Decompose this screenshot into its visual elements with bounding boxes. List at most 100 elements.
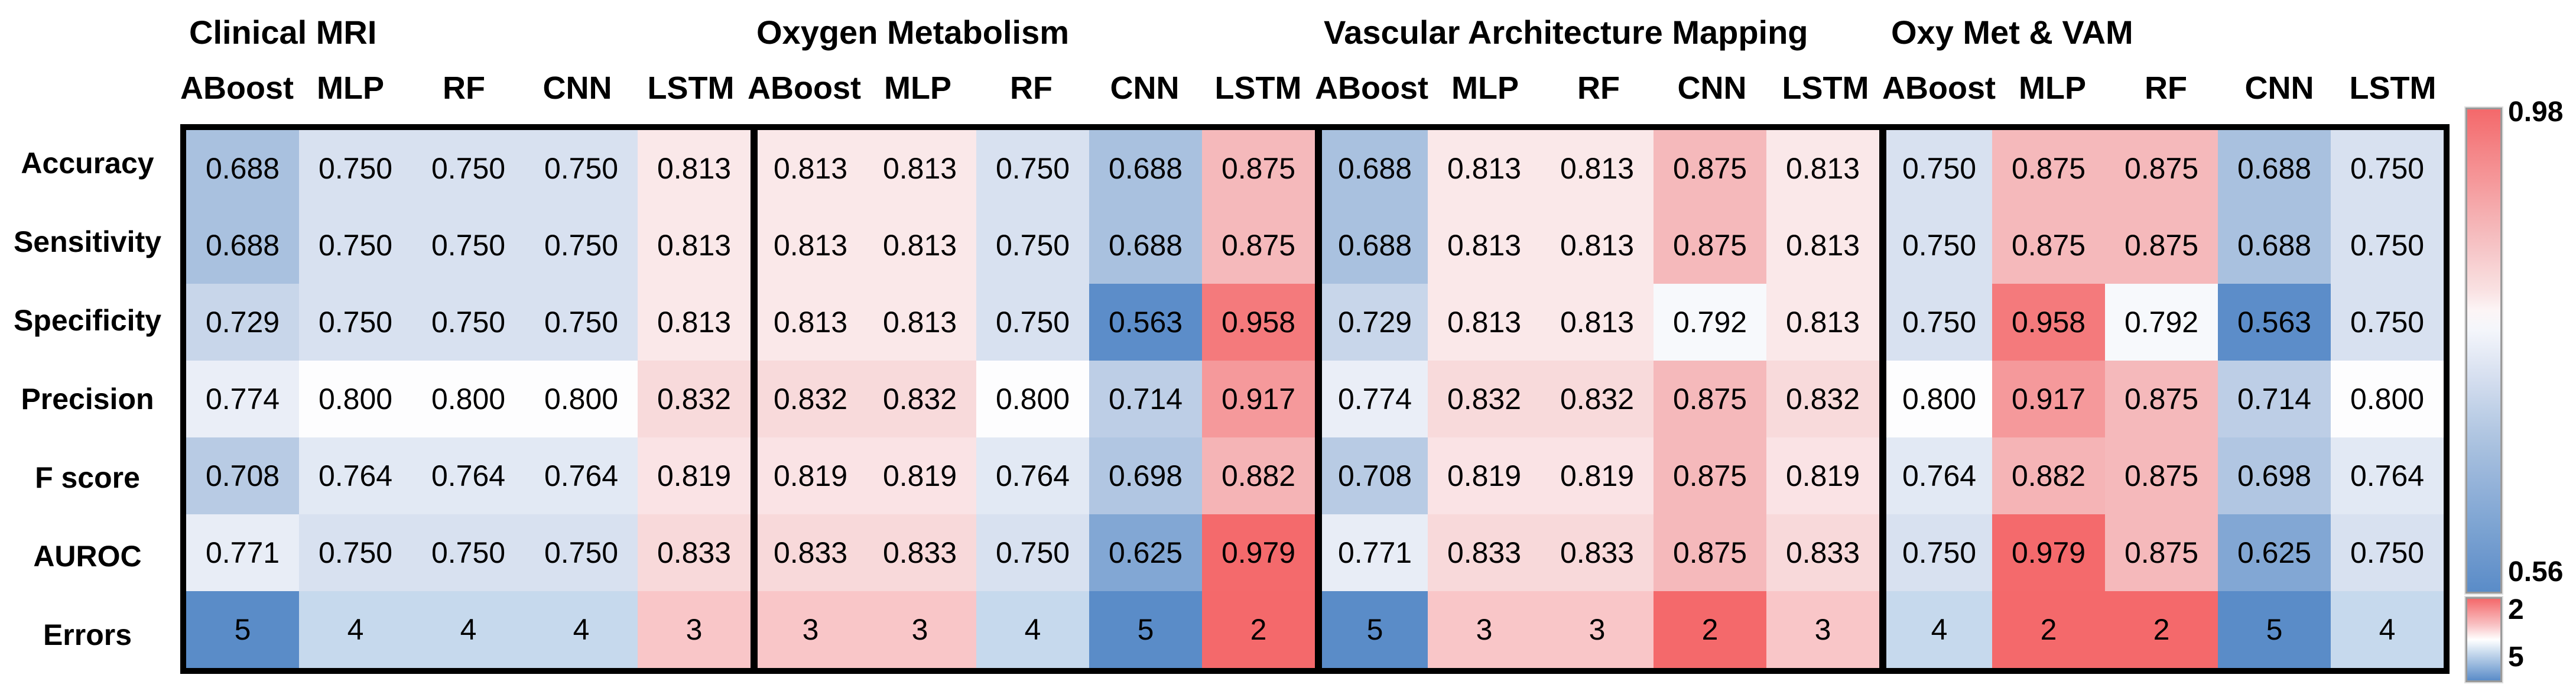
heatmap-cell: 0.875 — [1992, 130, 2105, 207]
model-header: RF — [1010, 70, 1053, 106]
heatmap-cell: 0.750 — [976, 130, 1089, 207]
heatmap-cell: 0.832 — [1541, 361, 1654, 437]
heatmap-cell: 0.688 — [1089, 207, 1202, 284]
heatmap-cell: 3 — [1766, 591, 1879, 668]
heatmap-cell: 0.750 — [525, 284, 638, 361]
heatmap-cell: 0.958 — [1202, 284, 1315, 361]
heatmap-cell: 0.764 — [299, 437, 412, 514]
row-label-sensitivity: Sensitivity — [13, 225, 162, 258]
heatmap-cell: 0.625 — [1089, 514, 1202, 591]
heatmap-cell: 0.813 — [751, 130, 863, 207]
heatmap-cell: 0.688 — [2218, 130, 2331, 207]
heatmap-cell: 0.729 — [186, 284, 299, 361]
row-label-accuracy: Accuracy — [21, 147, 154, 180]
heatmap-cell: 0.714 — [2218, 361, 2331, 437]
metric-colorbar — [2465, 108, 2502, 594]
heatmap-grid: 0.688 0.750 0.750 0.750 0.813 0.813 0.813 0.750… — [180, 124, 2450, 674]
heatmap-cell: 0.833 — [863, 514, 976, 591]
group-title-oxygen-metabolism: Oxygen Metabolism — [756, 14, 1070, 51]
model-header: RF — [443, 70, 485, 106]
heatmap-cell: 0.750 — [525, 207, 638, 284]
model-header: CNN — [1110, 70, 1180, 106]
heatmap-cell: 0.750 — [299, 207, 412, 284]
heatmap-cell: 2 — [1992, 591, 2105, 668]
heatmap-cell: 0.750 — [299, 514, 412, 591]
heatmap-cell: 2 — [2105, 591, 2218, 668]
heatmap-cell: 0.792 — [2105, 284, 2218, 361]
heatmap-cell: 0.688 — [186, 130, 299, 207]
heatmap-cell: 0.813 — [638, 207, 751, 284]
heatmap-cell: 0.813 — [1428, 207, 1541, 284]
heatmap-cell: 0.813 — [1541, 207, 1654, 284]
model-header: RF — [2145, 70, 2187, 106]
heatmap-cell: 0.813 — [751, 207, 863, 284]
heatmap-cell: 0.832 — [863, 361, 976, 437]
heatmap-cell: 0.688 — [1315, 207, 1428, 284]
model-header: RF — [1577, 70, 1620, 106]
model-header: CNN — [1677, 70, 1747, 106]
heatmap-cell: 0.698 — [2218, 437, 2331, 514]
heatmap-cell: 2 — [1654, 591, 1766, 668]
heatmap-cell: 0.819 — [863, 437, 976, 514]
heatmap-cell: 0.800 — [1879, 361, 1992, 437]
heatmap-cell: 0.833 — [1766, 514, 1879, 591]
heatmap-cell: 0.813 — [863, 207, 976, 284]
heatmap-cell: 0.729 — [1315, 284, 1428, 361]
model-header: CNN — [543, 70, 612, 106]
heatmap-cell: 0.875 — [1654, 361, 1766, 437]
heatmap-cell: 0.832 — [1428, 361, 1541, 437]
heatmap-cell: 0.917 — [1992, 361, 2105, 437]
heatmap-cell: 0.813 — [1428, 284, 1541, 361]
heatmap-cell: 0.832 — [638, 361, 751, 437]
heatmap-cell: 0.750 — [299, 130, 412, 207]
heatmap-cell: 0.819 — [751, 437, 863, 514]
heatmap-cell: 0.771 — [1315, 514, 1428, 591]
heatmap-cell: 0.688 — [1089, 130, 1202, 207]
heatmap-cell: 0.813 — [638, 130, 751, 207]
row-label-precision: Precision — [21, 382, 154, 416]
heatmap-cell: 0.750 — [412, 207, 525, 284]
heatmap-cell: 0.764 — [976, 437, 1089, 514]
heatmap-cell: 0.979 — [1202, 514, 1315, 591]
heatmap-cell: 0.764 — [412, 437, 525, 514]
group-title-vascular-architecture-mapping: Vascular Architecture Mapping — [1324, 14, 1808, 51]
heatmap-cell: 0.800 — [976, 361, 1089, 437]
model-header: ABoost — [748, 70, 861, 106]
heatmap-cell: 0.813 — [1766, 207, 1879, 284]
heatmap-cell: 0.813 — [638, 284, 751, 361]
heatmap-cell: 4 — [1879, 591, 1992, 668]
heatmap-cell: 0.764 — [525, 437, 638, 514]
group-title-clinical-mri: Clinical MRI — [189, 14, 377, 51]
model-header: MLP — [1451, 70, 1519, 106]
heatmap-cell: 0.833 — [1428, 514, 1541, 591]
model-header: ABoost — [180, 70, 294, 106]
heatmap-cell: 0.750 — [976, 514, 1089, 591]
errors-colorbar-max-label: 2 — [2508, 594, 2524, 625]
heatmap-cell: 0.750 — [2331, 207, 2444, 284]
heatmap-cell: 3 — [751, 591, 863, 668]
model-header: MLP — [884, 70, 951, 106]
heatmap-cell: 0.833 — [1541, 514, 1654, 591]
heatmap-cell: 0.875 — [1654, 437, 1766, 514]
heatmap-cell: 0.813 — [863, 284, 976, 361]
heatmap-cell: 0.813 — [1766, 130, 1879, 207]
heatmap-cell: 0.563 — [2218, 284, 2331, 361]
heatmap-cell: 0.563 — [1089, 284, 1202, 361]
heatmap-cell: 0.750 — [412, 514, 525, 591]
heatmap-cell: 0.819 — [1428, 437, 1541, 514]
model-header: CNN — [2244, 70, 2314, 106]
heatmap-cell: 0.688 — [2218, 207, 2331, 284]
heatmap-cell: 0.774 — [186, 361, 299, 437]
heatmap-cell: 0.708 — [1315, 437, 1428, 514]
heatmap-cell: 0.813 — [1541, 130, 1654, 207]
heatmap-cell: 0.750 — [2331, 130, 2444, 207]
heatmap-cell: 0.875 — [2105, 207, 2218, 284]
model-header: LSTM — [1214, 70, 1302, 106]
heatmap-cell: 0.979 — [1992, 514, 2105, 591]
heatmap-cell: 0.764 — [2331, 437, 2444, 514]
heatmap-cell: 0.875 — [2105, 361, 2218, 437]
row-label-specificity: Specificity — [13, 304, 162, 337]
heatmap-cell: 0.800 — [525, 361, 638, 437]
heatmap-cell: 0.688 — [1315, 130, 1428, 207]
